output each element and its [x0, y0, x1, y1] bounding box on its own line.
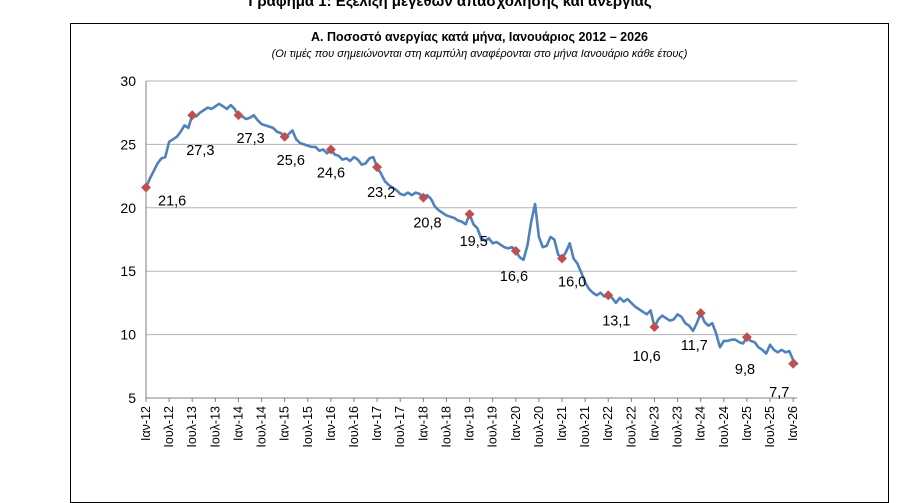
january-marker — [603, 290, 614, 301]
data-label: 23,2 — [367, 185, 395, 201]
data-label: 11,7 — [681, 338, 708, 354]
data-label: 27,3 — [236, 131, 264, 147]
january-marker — [464, 209, 475, 220]
data-label: 20,8 — [413, 216, 441, 232]
x-tick-label: Ιαν-25 — [740, 406, 754, 441]
x-tick-label: Ιαν-23 — [647, 406, 661, 441]
x-tick-label: Ιουλ-24 — [717, 406, 731, 448]
january-marker — [418, 192, 429, 203]
january-marker — [372, 162, 383, 173]
x-tick-label: Ιαν-21 — [555, 406, 569, 441]
y-tick-label: 15 — [120, 263, 136, 279]
chart-subtitle: (Οι τιμές που σημειώνονται στη καμπύλη α… — [271, 48, 688, 60]
january-marker — [187, 110, 198, 121]
x-tick-label: Ιαν-26 — [786, 406, 800, 441]
x-tick-label: Ιαν-14 — [231, 406, 245, 441]
january-marker — [141, 182, 151, 193]
x-tick-label: Ιουλ-20 — [532, 406, 546, 448]
january-marker — [788, 358, 799, 369]
data-label: 21,6 — [158, 194, 186, 210]
january-marker — [510, 245, 521, 256]
january-marker — [649, 322, 660, 332]
x-tick-label: Ιουλ-25 — [763, 406, 777, 448]
series-line-unemployment — [144, 102, 799, 366]
data-label: 9,8 — [735, 362, 755, 378]
x-tick-label: Ιαν-20 — [509, 406, 523, 441]
x-tick-label: Ιουλ-18 — [439, 406, 453, 448]
y-tick-label: 10 — [120, 327, 136, 343]
january-marker — [741, 332, 752, 343]
x-tick-label: Ιουλ-13 — [185, 406, 199, 448]
x-tick-label: Ιουλ-14 — [255, 406, 269, 448]
january-marker — [325, 144, 336, 155]
x-tick-label: Ιουλ-13 — [208, 406, 222, 448]
january-marker — [557, 253, 567, 264]
data-label: 24,6 — [317, 165, 345, 181]
y-tick-label: 25 — [120, 136, 136, 152]
x-tick-label: Ιουλ-22 — [624, 406, 638, 448]
x-tick-label: Ιουλ-12 — [162, 406, 176, 448]
x-tick-label: Ιαν-15 — [278, 406, 292, 441]
chart-frame: Α. Ποσοστό ανεργίας κατά μήνα, Ιανουάριο… — [70, 23, 889, 503]
y-tick-label: 30 — [120, 73, 136, 89]
unemployment-line-chart: 5 10 15 20 25 30 Ιαν-12 Ιουλ-12 Ιουλ-13 Ιουλ-13 Ια… — [120, 73, 800, 448]
x-tick-label: Ιαν-22 — [601, 406, 615, 441]
january-marker — [233, 110, 244, 121]
x-tick-label: Ιαν-19 — [463, 406, 477, 441]
x-tick-label: Ιαν-24 — [694, 406, 708, 441]
x-tick-label: Ιαν-12 — [139, 406, 153, 441]
data-label: 27,3 — [186, 143, 214, 159]
x-tick-label: Ιουλ-23 — [671, 406, 685, 448]
x-tick-label: Ιουλ-17 — [393, 406, 407, 448]
x-tick-label: Ιουλ-15 — [301, 406, 315, 448]
data-label: 19,5 — [460, 234, 488, 250]
y-tick-label: 5 — [128, 390, 136, 406]
x-tick-label: Ιουλ-21 — [578, 406, 592, 448]
x-tick-label: Ιαν-16 — [324, 406, 338, 441]
data-label: 25,6 — [277, 153, 305, 169]
y-tick-label: 20 — [120, 200, 136, 216]
x-tick-label: Ιαν-18 — [416, 406, 430, 441]
x-tick-label: Ιουλ-19 — [486, 406, 500, 448]
data-label: 13,1 — [602, 313, 630, 329]
data-label: 10,6 — [632, 349, 660, 365]
data-label: 16,6 — [500, 269, 528, 285]
x-tick-label: Ιουλ-16 — [347, 406, 361, 448]
x-tick-label: Ιαν-17 — [370, 406, 384, 441]
data-label: 7,7 — [769, 385, 789, 401]
data-label: 16,0 — [558, 275, 586, 291]
page-title: Γράφημα 1: Εξέλιξη μεγεθών απασχόλησης κ… — [248, 0, 652, 10]
january-marker — [695, 308, 706, 318]
chart-title: Α. Ποσοστό ανεργίας κατά μήνα, Ιανουάριο… — [311, 30, 648, 44]
